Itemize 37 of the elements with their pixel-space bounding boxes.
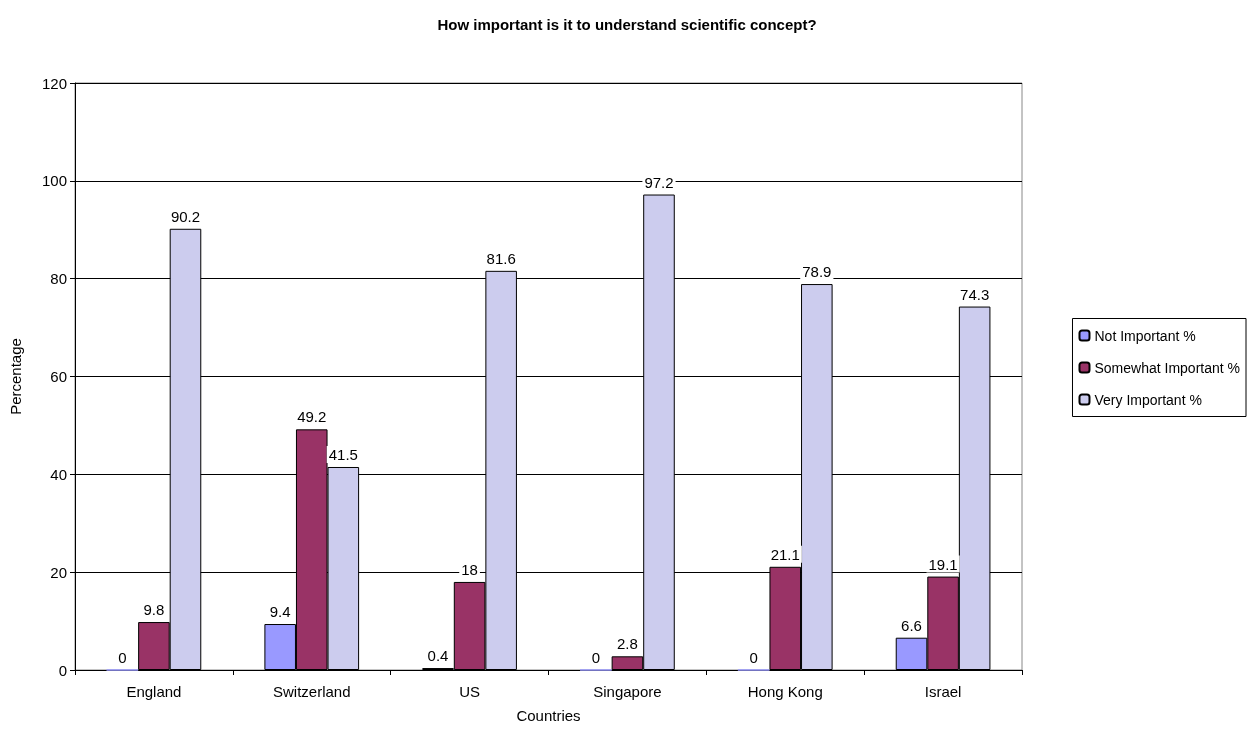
x-tick-label: US: [459, 683, 481, 700]
data-label: 0: [749, 648, 758, 666]
data-label: 0: [591, 648, 601, 666]
x-tick-label: Israel: [924, 683, 962, 700]
chart-title: How important is it to understand scientific concept?: [437, 16, 817, 33]
data-label: 19.1: [928, 555, 958, 573]
data-label: 49.2: [297, 408, 327, 426]
data-label: 0: [118, 648, 127, 666]
y-tick-label: 0: [58, 661, 67, 679]
legend-label: Not Important %: [1094, 327, 1196, 344]
y-tick-label: 120: [41, 74, 67, 92]
legend-label: Very Important %: [1094, 391, 1202, 408]
x-tick-label: England: [126, 683, 182, 700]
data-label: 9.4: [269, 603, 291, 621]
data-label: 18: [461, 560, 478, 578]
y-tick-label: 60: [50, 368, 67, 385]
x-tick-label: Singapore: [593, 683, 662, 700]
y-tick-label: 40: [50, 465, 67, 483]
data-label: 21.1: [770, 545, 800, 563]
data-label: 41.5: [328, 446, 358, 463]
data-label: 78.9: [802, 263, 832, 281]
data-label: 97.2: [644, 173, 674, 191]
data-label: 2.8: [616, 635, 638, 653]
data-label: 9.8: [143, 601, 165, 619]
x-tick-label: Hong Kong: [747, 683, 823, 700]
data-label: 0.4: [427, 647, 449, 665]
data-label: 6.6: [901, 616, 922, 634]
data-label: 74.3: [960, 285, 990, 303]
x-axis-title: Countries: [516, 707, 581, 724]
legend-label: Somewhat Important %: [1094, 359, 1241, 376]
x-tick-label: Switzerland: [272, 683, 351, 700]
y-axis-title: Percentage: [7, 338, 24, 415]
data-label: 90.2: [170, 207, 201, 225]
y-tick-label: 20: [50, 563, 67, 581]
y-tick-label: 80: [50, 270, 67, 288]
data-label: 81.6: [486, 249, 516, 267]
y-tick-label: 100: [41, 172, 67, 190]
